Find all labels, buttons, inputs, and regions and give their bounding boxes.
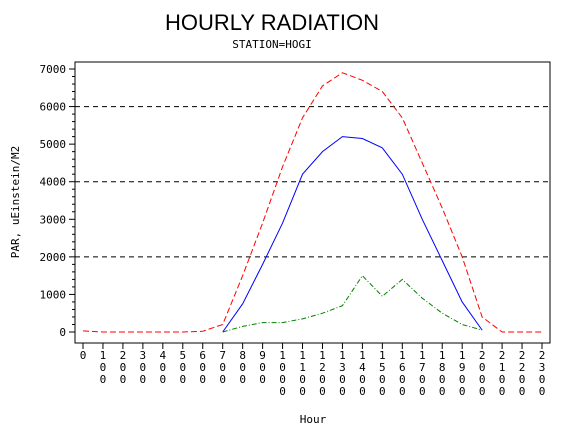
series-line-0	[82, 72, 542, 333]
y-axis-label: PAR, uEinstein/M2	[9, 146, 22, 259]
y-tick-label: 3000	[40, 213, 67, 226]
x-tick-label: 0	[80, 349, 87, 362]
series-line-1	[222, 136, 483, 333]
reference-lines	[75, 106, 550, 258]
data-series	[82, 72, 542, 333]
y-tick-label: 4000	[40, 176, 67, 189]
y-tick-label: 0	[59, 326, 66, 339]
chart-title: HOURLY RADIATION	[165, 10, 379, 35]
series-line-2	[222, 274, 483, 333]
x-axis: 0 1 0 0 2 0 0 3 0 0 4 0 0 5 0 0 6 0 0 7 0 0 8 0 0 9 0 0 1 0 0 0 1 1 0 0 1 2 0 0…	[80, 343, 546, 398]
y-tick-label: 5000	[40, 138, 67, 151]
y-tick-label: 2000	[40, 251, 67, 264]
x-axis-label: Hour	[300, 413, 327, 426]
y-tick-label: 1000	[40, 288, 67, 301]
y-axis: 0 1000 2000 3000 4000 5000 6000 7000	[40, 63, 75, 339]
y-tick-label: 6000	[40, 101, 67, 114]
chart-subtitle: STATION=HOGI	[232, 38, 311, 51]
plot-frame	[74, 61, 551, 344]
y-tick-label: 7000	[40, 63, 67, 76]
